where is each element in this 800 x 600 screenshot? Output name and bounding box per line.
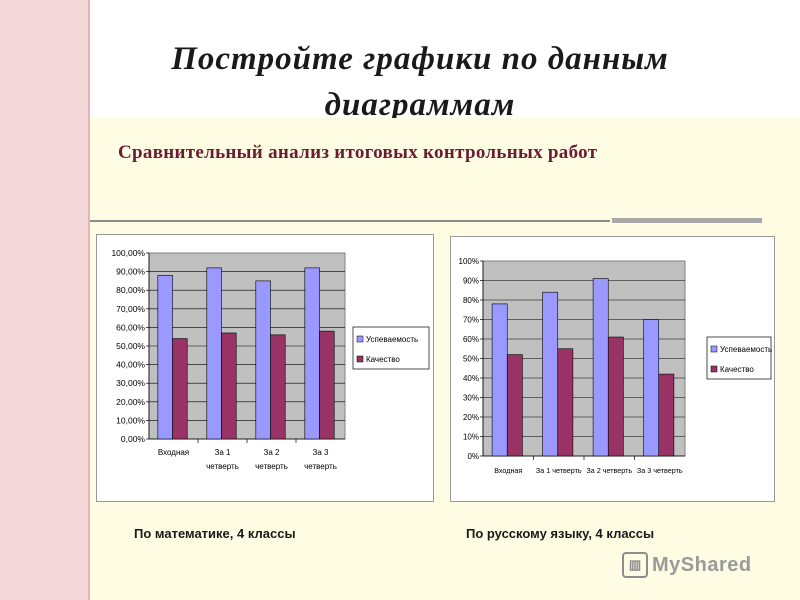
y-tick-label: 80,00% — [116, 285, 145, 295]
legend-swatch — [710, 365, 718, 373]
slide-content: Сравнительный анализ итоговых контрольны… — [90, 118, 800, 600]
brand-watermark: ▥ MyShared — [622, 550, 752, 580]
legend-box — [706, 336, 772, 380]
legend-swatch — [710, 345, 718, 353]
y-tick-label: 90,00% — [116, 267, 145, 277]
russian-bar-chart: 0% 10% 20% 30% 40% 50% 60% 70% 80% 90% 100% Входная… — [459, 257, 773, 475]
y-tick-label: 100% — [459, 257, 479, 266]
y-tick-label: 40,00% — [116, 360, 145, 370]
x-tick-label: За 1 четверть — [536, 466, 582, 475]
math-chart-panel: 0,00% 10,00% 20,00% 30,00% 40,00% 50,00% 60,00… — [96, 234, 434, 502]
y-tick-label: 90% — [463, 277, 479, 286]
legend-swatch — [356, 335, 364, 343]
x-tick-label: За 1 — [215, 448, 232, 457]
y-tick-label: 60,00% — [116, 322, 145, 332]
y-tick-label: 50,00% — [116, 341, 145, 351]
russian-chart-caption: По русскому языку, 4 классы — [466, 526, 655, 541]
math-chart-caption: По математике, 4 классы — [134, 526, 296, 541]
x-tick-label: четверть — [206, 462, 239, 471]
bar-kachestvo — [172, 338, 188, 440]
bar-uspevaemost — [206, 267, 222, 440]
math-bar-chart: 0,00% 10,00% 20,00% 30,00% 40,00% 50,00% 60,00… — [111, 248, 430, 471]
bar-kachestvo — [221, 332, 237, 440]
y-tick-label: 40% — [463, 374, 479, 383]
slide-subtitle: Сравнительный анализ итоговых контрольны… — [118, 142, 598, 163]
bar-kachestvo — [557, 348, 574, 457]
legend-label: Качество — [366, 355, 400, 364]
divider-line — [90, 220, 610, 222]
slide-title: Постройте графики по данным диаграммам — [100, 36, 740, 128]
bar-kachestvo — [607, 336, 624, 457]
brand-name: MyShared — [652, 553, 752, 576]
legend-label: Успеваемость — [366, 335, 418, 344]
bar-kachestvo — [319, 330, 335, 440]
x-tick-label: Входная — [158, 448, 189, 457]
y-tick-label: 0% — [467, 452, 479, 461]
bar-uspevaemost — [592, 278, 609, 457]
bar-kachestvo — [270, 334, 286, 440]
x-tick-label: За 3 четверть — [637, 466, 683, 475]
y-tick-label: 10% — [463, 433, 479, 442]
y-tick-label: 70,00% — [116, 304, 145, 314]
legend-box — [352, 326, 430, 370]
y-tick-label: 20,00% — [116, 397, 145, 407]
y-tick-label: 80% — [463, 296, 479, 305]
x-tick-label: За 3 — [313, 448, 330, 457]
divider-accent — [612, 218, 762, 223]
x-tick-label: За 2 четверть — [586, 466, 632, 475]
bar-uspevaemost — [304, 267, 320, 440]
legend-label: Качество — [720, 365, 754, 374]
bar-kachestvo — [506, 354, 523, 457]
bar-uspevaemost — [157, 275, 173, 440]
y-tick-label: 20% — [463, 413, 479, 422]
left-decor-stripe — [0, 0, 90, 600]
y-tick-label: 30% — [463, 394, 479, 403]
legend-swatch — [356, 355, 364, 363]
y-tick-label: 30,00% — [116, 378, 145, 388]
slide-title-line1: Постройте графики по данным — [171, 41, 669, 77]
bar-uspevaemost — [542, 291, 559, 457]
bar-uspevaemost — [643, 319, 660, 457]
x-tick-label: За 2 — [264, 448, 281, 457]
x-tick-label: Входная — [494, 466, 522, 475]
y-tick-label: 0,00% — [121, 434, 146, 444]
x-tick-label: четверть — [255, 462, 288, 471]
presentation-icon: ▥ — [622, 552, 648, 578]
y-tick-label: 60% — [463, 335, 479, 344]
legend-label: Успеваемость — [720, 345, 772, 354]
y-tick-label: 50% — [463, 355, 479, 364]
y-tick-label: 10,00% — [116, 415, 145, 425]
bar-uspevaemost — [491, 303, 508, 457]
russian-chart-panel: 0% 10% 20% 30% 40% 50% 60% 70% 80% 90% 100% Входная… — [450, 236, 775, 502]
y-tick-label: 100,00% — [111, 248, 145, 258]
bar-uspevaemost — [255, 280, 271, 440]
x-tick-label: четверть — [304, 462, 337, 471]
bar-kachestvo — [658, 373, 675, 457]
y-tick-label: 70% — [463, 316, 479, 325]
slide-title-line2: диаграммам — [324, 87, 516, 123]
